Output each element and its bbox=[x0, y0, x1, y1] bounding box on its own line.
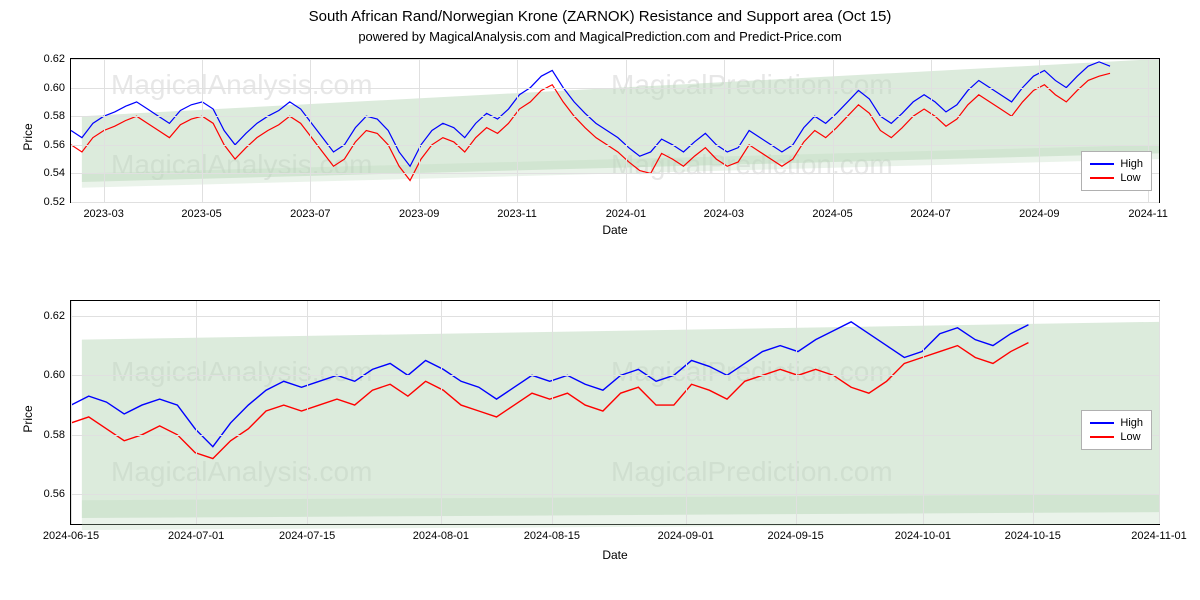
x-tick-label: 2024-07-15 bbox=[279, 524, 335, 542]
chart-top-lines bbox=[71, 59, 1159, 202]
x-axis-label: Date bbox=[602, 223, 627, 237]
y-tick-label: 0.60 bbox=[44, 82, 71, 94]
chart-bottom-plot-area: MagicalAnalysis.com MagicalPrediction.co… bbox=[70, 300, 1160, 525]
y-tick-label: 0.58 bbox=[44, 429, 71, 441]
chart-top-plot-area: MagicalAnalysis.com MagicalPrediction.co… bbox=[70, 58, 1160, 203]
chart-container: South African Rand/Norwegian Krone (ZARN… bbox=[0, 0, 1200, 600]
x-tick-label: 2024-11-01 bbox=[1131, 524, 1186, 542]
y-tick-label: 0.62 bbox=[44, 53, 71, 65]
x-tick-label: 2024-03 bbox=[704, 202, 744, 220]
chart-bottom-lines bbox=[71, 301, 1159, 524]
x-tick-label: 2024-10-01 bbox=[895, 524, 951, 542]
y-tick-label: 0.58 bbox=[44, 110, 71, 122]
chart-legend: High Low bbox=[1081, 410, 1152, 450]
x-tick-label: 2024-09 bbox=[1019, 202, 1059, 220]
legend-swatch bbox=[1090, 436, 1114, 438]
x-tick-label: 2024-10-15 bbox=[1005, 524, 1061, 542]
y-tick-label: 0.52 bbox=[44, 196, 71, 208]
x-tick-label: 2024-11 bbox=[1128, 202, 1168, 220]
legend-swatch bbox=[1090, 422, 1114, 424]
x-tick-label: 2023-03 bbox=[83, 202, 123, 220]
x-tick-label: 2023-07 bbox=[290, 202, 330, 220]
x-tick-label: 2024-07-01 bbox=[168, 524, 224, 542]
x-tick-label: 2023-11 bbox=[497, 202, 537, 220]
x-tick-label: 2024-08-01 bbox=[413, 524, 469, 542]
x-axis-label: Date bbox=[602, 548, 627, 562]
legend-item-high: High bbox=[1090, 158, 1143, 170]
x-tick-label: 2024-06-15 bbox=[43, 524, 99, 542]
y-tick-label: 0.56 bbox=[44, 139, 71, 151]
legend-item-high: High bbox=[1090, 417, 1143, 429]
chart-legend: High Low bbox=[1081, 151, 1152, 191]
legend-item-low: Low bbox=[1090, 431, 1143, 443]
chart-top: MagicalAnalysis.com MagicalPrediction.co… bbox=[70, 58, 1160, 233]
x-tick-label: 2024-09-15 bbox=[767, 524, 823, 542]
x-tick-label: 2023-05 bbox=[181, 202, 221, 220]
y-tick-label: 0.54 bbox=[44, 167, 71, 179]
y-tick-label: 0.56 bbox=[44, 488, 71, 500]
x-tick-label: 2023-09 bbox=[399, 202, 439, 220]
legend-swatch bbox=[1090, 163, 1114, 165]
x-tick-label: 2024-07 bbox=[910, 202, 950, 220]
legend-label: High bbox=[1120, 417, 1143, 429]
legend-label: Low bbox=[1120, 431, 1140, 443]
y-axis-label: Price bbox=[21, 405, 35, 432]
chart-title: South African Rand/Norwegian Krone (ZARN… bbox=[0, 0, 1200, 25]
legend-label: High bbox=[1120, 158, 1143, 170]
x-tick-label: 2024-01 bbox=[606, 202, 646, 220]
chart-subtitle: powered by MagicalAnalysis.com and Magic… bbox=[0, 25, 1200, 44]
y-tick-label: 0.62 bbox=[44, 310, 71, 322]
y-axis-label: Price bbox=[21, 123, 35, 150]
y-tick-label: 0.60 bbox=[44, 369, 71, 381]
legend-item-low: Low bbox=[1090, 172, 1143, 184]
legend-label: Low bbox=[1120, 172, 1140, 184]
chart-bottom: MagicalAnalysis.com MagicalPrediction.co… bbox=[70, 300, 1160, 555]
legend-swatch bbox=[1090, 177, 1114, 179]
x-tick-label: 2024-08-15 bbox=[524, 524, 580, 542]
x-tick-label: 2024-05 bbox=[812, 202, 852, 220]
x-tick-label: 2024-09-01 bbox=[658, 524, 714, 542]
